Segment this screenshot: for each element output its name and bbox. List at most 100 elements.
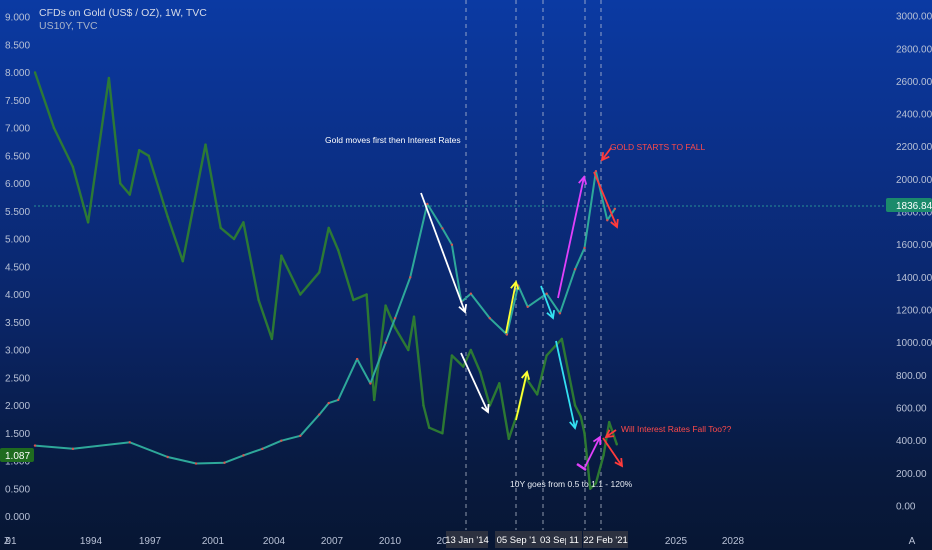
gold-data-point (355, 357, 359, 361)
us10y-data-point (232, 237, 236, 241)
us10y-series-line (33, 72, 618, 490)
yellow-arrow-yield-rise-head (521, 370, 531, 380)
x-axis-highlight-label: 22 Feb '21 (583, 535, 628, 546)
right-axis-tick-label: 2400.00 (896, 110, 932, 121)
left-axis-tick-label: 9.000 (5, 13, 30, 24)
x-axis-tick-label: 2028 (722, 536, 745, 547)
red-arrow-gold-fall (593, 171, 618, 228)
red-arrow-gold-fall-head (610, 218, 619, 229)
gold-data-point (223, 461, 226, 464)
x-axis-tick-label: 2004 (263, 536, 286, 547)
cyan-arrow-yield-drop-head (569, 420, 579, 430)
us10y-data-point (299, 293, 302, 296)
x-axis-tick-label: 2001 (202, 536, 225, 547)
symbol-title: CFDs on Gold (US$ / OZ), 1W, TVC (39, 7, 207, 19)
right-axis-tick-label: 600.00 (896, 404, 927, 415)
gold-data-point (384, 341, 387, 344)
gold-data-point (594, 170, 598, 173)
x-axis-highlight-box (583, 531, 628, 548)
us10y-data-point (560, 337, 564, 341)
gold-data-point (128, 441, 131, 444)
magenta-arrow-gold-rise (557, 176, 585, 299)
white-arrow-gold-drop-head (458, 303, 468, 314)
us10y-data-point (128, 193, 131, 196)
us10y-data-point (373, 398, 376, 402)
cyan-arrow-gold-dip-head (546, 309, 556, 320)
us10y-data-point (71, 165, 75, 169)
annotation-gold-first: Gold moves first then Interest Rates (325, 135, 461, 145)
gold-data-point (505, 333, 509, 336)
right-axis-tick-label: 3000.00 (896, 12, 932, 23)
gold-data-point (526, 305, 529, 308)
us10y-data-point (545, 354, 548, 357)
annotation-rates-fall: Will Interest Rates Fall Too?? (621, 424, 732, 434)
right-axis-tick-label: 2000.00 (896, 175, 932, 186)
gold-data-point (573, 268, 577, 271)
x-axis-highlight-box (446, 531, 488, 548)
us10y-data-point (573, 404, 577, 407)
current-yield-badge (0, 448, 34, 462)
left-axis-tick-label: 1.500 (5, 429, 30, 440)
gold-data-point (166, 455, 169, 459)
gold-data-point (261, 447, 264, 451)
x-axis-highlight-label: 13 Jan '14 (445, 535, 489, 546)
white-arrow-gold-drop (420, 192, 466, 313)
x-axis-highlight-box (537, 531, 573, 548)
us10y-data-point (469, 348, 473, 352)
us10y-data-point (52, 126, 56, 130)
us10y-data-point (479, 371, 482, 374)
x-axis-tick-label: 20 (436, 536, 448, 547)
right-axis-tick-label: 0.00 (896, 502, 916, 513)
x-axis-highlight-label: 03 Sep (540, 535, 570, 546)
us10y-data-point (615, 443, 618, 446)
left-axis-tick-label: 5.500 (5, 207, 30, 218)
us10y-data-point (86, 221, 90, 224)
right-axis-tick-label: 2200.00 (896, 142, 932, 153)
x-axis-tick-label: 1997 (139, 536, 162, 547)
red-pointer-rates-label-head (604, 429, 615, 439)
gold-data-point (469, 292, 473, 295)
us10y-data-point (507, 437, 510, 440)
us10y-data-point (462, 365, 465, 368)
left-axis-tick-label: 8.000 (5, 68, 30, 79)
us10y-data-point (242, 221, 245, 224)
us10y-data-point (219, 226, 222, 230)
us10y-data-point (280, 254, 283, 257)
right-axis-tick-label: 1600.00 (896, 240, 932, 251)
us10y-data-point (412, 315, 416, 318)
us10y-data-point (589, 487, 592, 490)
current-gold-price-label: 1836.84 (896, 201, 932, 212)
x-axis-tick-label: 1994 (80, 536, 103, 547)
us10y-data-point (107, 76, 111, 80)
gold-price-series-line (34, 170, 616, 465)
x-axis-tick-label: 2025 (665, 536, 688, 547)
x-axis-tick-label: 2007 (321, 536, 344, 547)
zoom-button-label: Z (4, 536, 10, 547)
us10y-data-point (119, 182, 122, 185)
us10y-data-point (204, 143, 207, 146)
cyan-arrow-yield-drop (555, 340, 576, 429)
gold-data-point (558, 312, 562, 315)
us10y-data-point (450, 354, 454, 357)
gold-data-point (583, 246, 586, 250)
us10y-data-point (365, 293, 368, 296)
cyan-arrow-gold-dip (540, 285, 554, 319)
gold-data-point (369, 382, 372, 385)
gold-data-point (299, 434, 302, 437)
left-axis-tick-label: 7.000 (5, 124, 30, 135)
us10y-data-point (384, 304, 387, 307)
gold-data-point (194, 462, 198, 465)
yellow-arrow-gold-rise (505, 281, 517, 334)
us10y-data-point (166, 215, 169, 218)
left-axis-tick-label: 4.500 (5, 262, 30, 273)
right-axis-tick-label: 1800.00 (896, 208, 932, 219)
left-axis-tick-label: 2.000 (5, 401, 30, 412)
compare-symbol-legend: US10Y, TVC (39, 20, 98, 32)
us10y-data-point (422, 404, 425, 407)
gold-data-point (393, 317, 397, 320)
magenta-marker-arrow (576, 462, 587, 472)
left-axis-tick-label: 8.500 (5, 40, 30, 51)
gold-data-point (337, 398, 340, 402)
